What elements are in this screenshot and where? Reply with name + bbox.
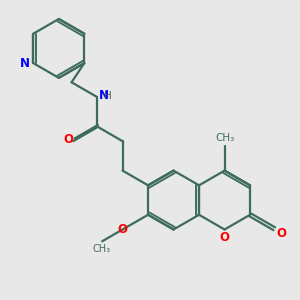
Text: O: O xyxy=(64,133,74,146)
Text: CH₃: CH₃ xyxy=(92,244,111,254)
Text: O: O xyxy=(277,227,286,240)
Text: O: O xyxy=(118,223,128,236)
Text: N: N xyxy=(20,57,30,70)
Text: H: H xyxy=(104,91,112,100)
Text: O: O xyxy=(220,231,230,244)
Text: CH₃: CH₃ xyxy=(215,133,234,143)
Text: N: N xyxy=(98,89,109,102)
